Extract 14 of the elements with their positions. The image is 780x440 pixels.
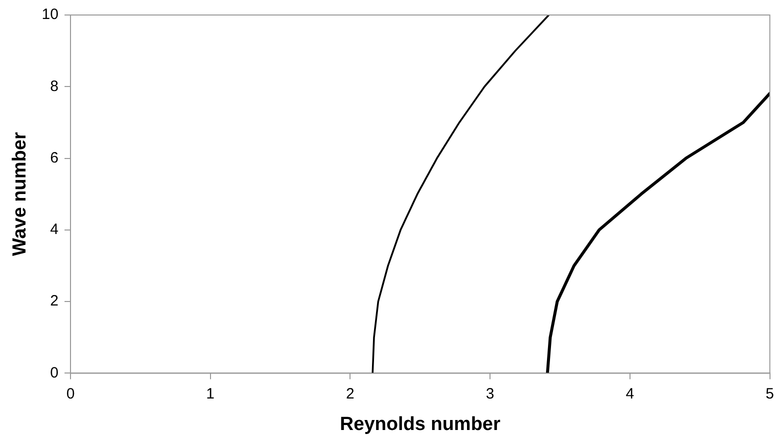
x-axis-title: Reynolds number (340, 414, 501, 435)
x-tick-label: 2 (346, 385, 354, 402)
y-tick-label: 4 (50, 221, 58, 238)
y-tick-label: 6 (50, 149, 58, 166)
y-tick-label: 10 (42, 6, 58, 24)
x-tick-label: 0 (66, 385, 75, 402)
x-tick-label: 5 (766, 385, 774, 402)
x-tick-label: 1 (206, 385, 215, 402)
x-tick-label: 4 (626, 385, 634, 402)
y-tick-label: 2 (50, 292, 58, 310)
y-tick-label: 8 (50, 78, 58, 95)
y-axis-title: Wave number (10, 132, 31, 256)
x-tick-label: 3 (486, 385, 494, 402)
y-tick-label: 0 (50, 364, 58, 382)
